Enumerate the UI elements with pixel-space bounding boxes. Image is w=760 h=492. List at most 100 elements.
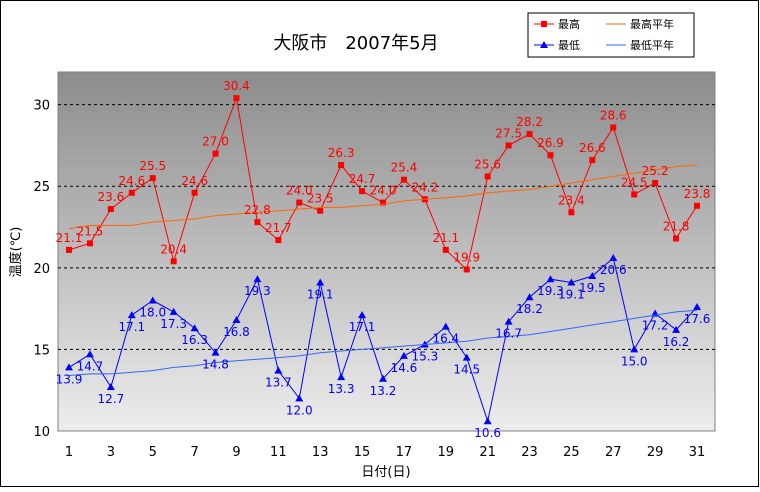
series-1-point [609, 254, 618, 262]
series-1-point [211, 348, 220, 356]
series-1-point [630, 345, 639, 353]
series-1-data-label: 14.7 [77, 359, 104, 373]
series-0-point [631, 191, 638, 198]
x-tick-label: 7 [190, 445, 198, 460]
series-0-point [296, 199, 303, 206]
series-0-data-label: 20.4 [160, 242, 187, 256]
series-1-data-label: 18.0 [139, 305, 166, 319]
series-0-point [463, 266, 470, 273]
series-1-point [462, 353, 471, 361]
series-1-data-label: 10.6 [474, 426, 501, 440]
series-0-data-label: 27.5 [495, 126, 522, 140]
series-3-line [68, 309, 698, 376]
series-0-point [568, 209, 575, 216]
series-1-data-label: 15.0 [621, 354, 648, 368]
series-0-data-label: 21.5 [77, 224, 104, 238]
series-0-data-label: 28.2 [516, 115, 543, 129]
series-0-data-label: 22.8 [244, 203, 271, 217]
series-1-point [232, 316, 241, 324]
series-1-point [106, 382, 115, 390]
series-0-data-label: 24.6 [181, 174, 208, 188]
y-axis-label: 温度(℃) [8, 227, 24, 278]
series-0-data-label: 23.5 [307, 192, 334, 206]
series-0-data-label: 23.6 [98, 190, 125, 204]
series-0-data-label: 28.6 [600, 108, 627, 122]
series-0-point [484, 173, 491, 180]
series-1-data-label: 14.5 [453, 363, 480, 377]
series-0-point [610, 124, 617, 131]
series-0-data-label: 24.0 [370, 184, 397, 198]
series-1-data-label: 17.2 [642, 319, 669, 333]
series-0-point [547, 152, 554, 159]
series-1-point [190, 324, 199, 332]
series-0-point [191, 189, 198, 196]
x-tick-label: 9 [232, 445, 240, 460]
series-0-data-label: 25.2 [642, 164, 669, 178]
series-1-data-label: 13.9 [56, 372, 83, 386]
series-1-point [253, 275, 262, 283]
series-0-data-label: 24.2 [412, 180, 439, 194]
legend-entry: 最高平年 [606, 17, 674, 31]
legend-box [527, 12, 695, 58]
legend-entry: 最高 [534, 17, 580, 31]
series-0-point [254, 219, 261, 226]
series-0-point [673, 235, 680, 242]
series-0-data-label: 24.0 [286, 184, 313, 198]
series-0-point [233, 95, 240, 102]
series-0-point [212, 150, 219, 157]
series-0-data-label: 21.1 [56, 231, 83, 245]
series-0-data-label: 26.9 [537, 136, 564, 150]
series-1-point [399, 351, 408, 359]
series-layer [65, 95, 701, 425]
series-0-point [359, 188, 366, 195]
series-1-data-label: 14.6 [391, 361, 418, 375]
x-tick-label: 15 [354, 445, 371, 460]
series-1-data-label: 18.2 [516, 302, 543, 316]
series-0-data-label: 30.4 [223, 79, 250, 93]
series-0-point [86, 240, 93, 247]
series-1-data-label: 16.3 [181, 333, 208, 347]
series-0-point [338, 162, 345, 169]
y-tick-label: 25 [33, 180, 50, 195]
series-1-point [693, 302, 701, 310]
series-1-point [379, 374, 387, 382]
x-tick-label: 27 [605, 445, 622, 460]
y-tick-label: 15 [33, 343, 50, 358]
series-1-data-label: 19.1 [558, 288, 585, 302]
series-1-data-label: 16.7 [495, 327, 522, 341]
x-axis-label: 日付(日) [361, 465, 410, 480]
series-0-point [107, 206, 114, 213]
y-tick-label: 20 [33, 262, 50, 277]
series-1-data-label: 12.7 [98, 392, 125, 406]
series-0-data-label: 23.8 [684, 187, 711, 201]
chart-title: 大阪市 2007年5月 [273, 33, 438, 54]
series-0-data-label: 21.8 [663, 219, 690, 233]
series-0-data-label: 24.6 [118, 174, 145, 188]
series-0-point [589, 157, 596, 164]
series-1-data-label: 13.2 [370, 384, 397, 398]
legend-label: 最低平年 [630, 38, 674, 52]
legend-marker [540, 41, 548, 48]
series-0-point [505, 142, 512, 149]
series-0-data-label: 25.5 [139, 159, 166, 173]
series-0-point [400, 176, 407, 183]
series-0-data-label: 26.3 [328, 146, 355, 160]
series-0-data-label: 24.5 [621, 175, 648, 189]
series-1-data-label: 14.8 [202, 358, 229, 372]
series-1-point [525, 293, 534, 301]
series-0-data-label: 21.1 [432, 231, 459, 245]
series-0-data-label: 26.6 [579, 141, 606, 155]
x-tick-label: 3 [107, 445, 115, 460]
series-0-point [149, 175, 156, 182]
data-labels: 21.121.523.624.625.520.424.627.030.422.8… [56, 79, 711, 440]
x-tick-label: 23 [521, 445, 538, 460]
legend-label: 最高 [558, 17, 580, 31]
series-0-data-label: 23.4 [558, 193, 585, 207]
plot-area [57, 71, 716, 432]
series-1-point [546, 275, 555, 283]
series-0-point [128, 189, 135, 196]
series-1-data-label: 15.3 [412, 350, 439, 364]
